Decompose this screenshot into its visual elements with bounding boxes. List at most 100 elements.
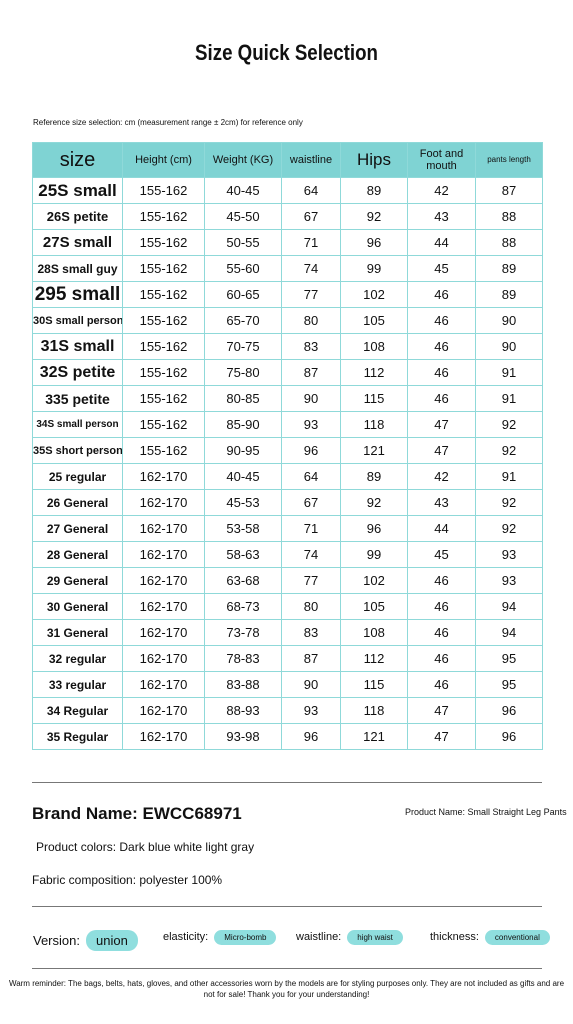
- cell: 90: [475, 333, 543, 360]
- cell: 47: [407, 723, 476, 750]
- cell: 68-73: [204, 593, 282, 620]
- cell: 90-95: [204, 437, 282, 464]
- table-row: 335 petite 155-162 80-85 90 115 46 91: [32, 385, 543, 412]
- table-row: 32S petite 155-162 75-80 87 112 46 91: [32, 359, 543, 386]
- cell: 77: [281, 567, 341, 594]
- cell: 96: [281, 437, 341, 464]
- column-header: waistline: [281, 142, 341, 178]
- cell: 162-170: [122, 567, 205, 594]
- cell: 80-85: [204, 385, 282, 412]
- cell: 99: [340, 541, 408, 568]
- size-cell: 25 regular: [32, 463, 123, 490]
- size-cell: 28S small guy: [32, 255, 123, 282]
- cell: 93-98: [204, 723, 282, 750]
- cell: 162-170: [122, 463, 205, 490]
- size-cell: 34 Regular: [32, 697, 123, 724]
- fabric: Fabric composition: polyester 100%: [32, 873, 223, 887]
- table-row: 30S small person 155-162 65-70 80 105 46 90: [32, 307, 543, 334]
- cell: 92: [475, 411, 543, 438]
- cell: 96: [340, 515, 408, 542]
- size-cell: 26S petite: [32, 203, 123, 230]
- cell: 118: [340, 411, 408, 438]
- table-row: 29 General 162-170 63-68 77 102 46 93: [32, 567, 543, 594]
- size-cell: 30 General: [32, 593, 123, 620]
- product-colors: Product colors: Dark blue white light gr…: [36, 840, 255, 854]
- reference-note: Reference size selection: cm (measuremen…: [33, 118, 303, 127]
- cell: 89: [475, 255, 543, 282]
- cell: 75-80: [204, 359, 282, 386]
- column-header: Hips: [340, 142, 408, 178]
- cell: 45-53: [204, 489, 282, 516]
- cell: 108: [340, 619, 408, 646]
- divider: [32, 782, 542, 783]
- cell: 155-162: [122, 255, 205, 282]
- size-cell: 295 small: [32, 281, 123, 308]
- cell: 94: [475, 619, 543, 646]
- cell: 42: [407, 463, 476, 490]
- size-cell: 32 regular: [32, 645, 123, 672]
- cell: 92: [340, 489, 408, 516]
- cell: 63-68: [204, 567, 282, 594]
- cell: 89: [340, 463, 408, 490]
- cell: 108: [340, 333, 408, 360]
- cell: 80: [281, 307, 341, 334]
- cell: 88: [475, 229, 543, 256]
- cell: 99: [340, 255, 408, 282]
- cell: 44: [407, 229, 476, 256]
- cell: 46: [407, 359, 476, 386]
- size-cell: 35S short person: [32, 437, 123, 464]
- cell: 43: [407, 203, 476, 230]
- cell: 64: [281, 177, 341, 204]
- cell: 162-170: [122, 723, 205, 750]
- table-row: 25 regular 162-170 40-45 64 89 42 91: [32, 463, 543, 490]
- cell: 77: [281, 281, 341, 308]
- cell: 87: [281, 359, 341, 386]
- table-row: 34 Regular 162-170 88-93 93 118 47 96: [32, 697, 543, 724]
- cell: 87: [281, 645, 341, 672]
- attribute-value: high waist: [347, 930, 403, 945]
- cell: 47: [407, 697, 476, 724]
- cell: 46: [407, 385, 476, 412]
- cell: 45: [407, 255, 476, 282]
- cell: 46: [407, 567, 476, 594]
- attribute-label: waistline:: [296, 931, 342, 943]
- column-header: Foot and mouth: [407, 142, 476, 178]
- cell: 102: [340, 567, 408, 594]
- cell: 89: [475, 281, 543, 308]
- size-cell: 30S small person: [32, 307, 123, 334]
- size-cell: 26 General: [32, 489, 123, 516]
- cell: 162-170: [122, 541, 205, 568]
- table-row: 28S small guy 155-162 55-60 74 99 45 89: [32, 255, 543, 282]
- cell: 90: [281, 385, 341, 412]
- cell: 96: [340, 229, 408, 256]
- cell: 155-162: [122, 177, 205, 204]
- cell: 46: [407, 645, 476, 672]
- cell: 87: [475, 177, 543, 204]
- size-cell: 34S small person: [32, 411, 123, 438]
- table-body: 25S small 155-162 40-45 64 89 42 87 26S petite 1…: [32, 177, 543, 750]
- cell: 45-50: [204, 203, 282, 230]
- cell: 45: [407, 541, 476, 568]
- attribute: waistline: high waist: [296, 930, 403, 945]
- cell: 83-88: [204, 671, 282, 698]
- cell: 162-170: [122, 515, 205, 542]
- cell: 91: [475, 359, 543, 386]
- cell: 92: [340, 203, 408, 230]
- cell: 73-78: [204, 619, 282, 646]
- cell: 83: [281, 333, 341, 360]
- cell: 44: [407, 515, 476, 542]
- size-cell: 29 General: [32, 567, 123, 594]
- cell: 155-162: [122, 385, 205, 412]
- cell: 155-162: [122, 281, 205, 308]
- attribute: elasticity: Micro-bomb: [163, 930, 277, 945]
- table-row: 35 Regular 162-170 93-98 96 121 47 96: [32, 723, 543, 750]
- table-row: 26S petite 155-162 45-50 67 92 43 88: [32, 203, 543, 230]
- table-row: 25S small 155-162 40-45 64 89 42 87: [32, 177, 543, 204]
- attribute-label: thickness:: [430, 931, 479, 943]
- cell: 118: [340, 697, 408, 724]
- attribute-value: Micro-bomb: [214, 930, 277, 945]
- attribute-label: Version:: [33, 933, 80, 948]
- cell: 74: [281, 541, 341, 568]
- cell: 85-90: [204, 411, 282, 438]
